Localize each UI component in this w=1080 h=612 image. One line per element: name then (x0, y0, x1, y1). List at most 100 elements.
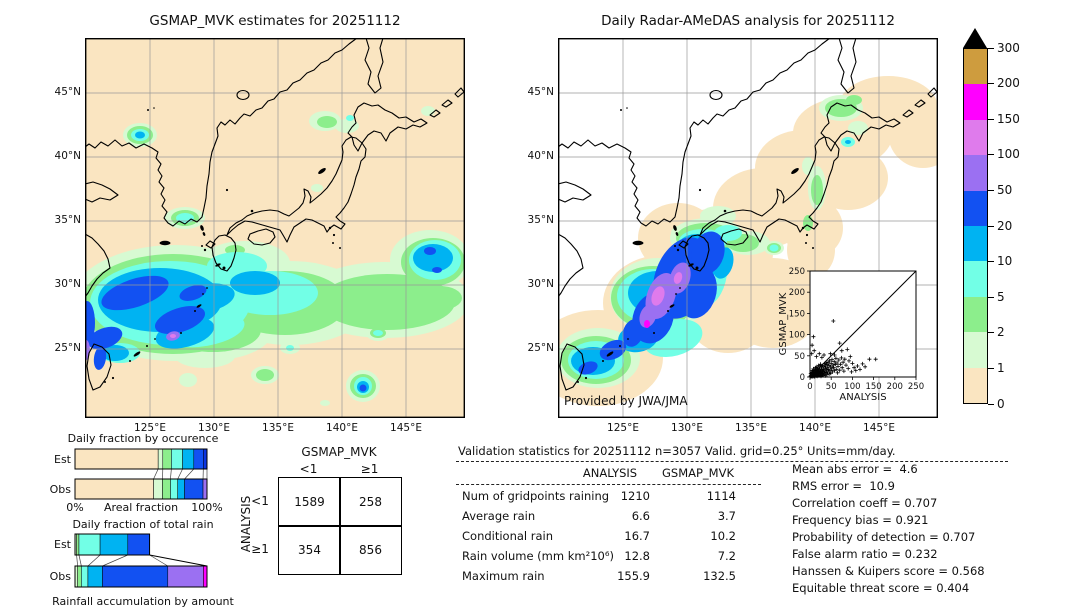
metric-line: Mean abs error = 4.6 (792, 462, 918, 476)
colorbar-tick (988, 332, 994, 334)
metric-label: Frequency bias = (792, 513, 892, 527)
lon-tick-label: 145°E (863, 422, 895, 434)
areal-fraction-axis-label: Areal fraction (104, 501, 178, 514)
lon-tick-label: 125°E (607, 422, 639, 434)
validation-analysis-value: 16.7 (624, 529, 650, 543)
svg-text:100: 100 (789, 331, 805, 341)
colorbar-segment (964, 49, 987, 85)
right-map-title: Daily Radar-AMeDAS analysis for 20251112 (601, 13, 895, 29)
validation-row-label: Average rain (462, 509, 536, 523)
metric-line: Probability of detection = 0.707 (792, 530, 976, 544)
lon-tick-label: 140°E (326, 422, 358, 434)
inset-xlabel: ANALYSIS (839, 392, 886, 403)
contingency-box: 1589 258 354 856 (278, 477, 402, 575)
svg-text:250: 250 (789, 267, 805, 277)
metric-value: 0.707 (942, 530, 976, 544)
areal-fraction-max: 100% (191, 501, 222, 514)
metric-label: Probability of detection = (792, 530, 939, 544)
svg-text:250: 250 (908, 382, 924, 392)
lat-tick-label: 35°N (54, 214, 81, 226)
contingency-row-header-ge1: ≥1 (251, 542, 269, 556)
areal-fraction-min: 0% (66, 501, 83, 514)
lon-tick-label: 145°E (390, 422, 422, 434)
colorbar-segment (964, 261, 987, 297)
colorbar-tick (988, 83, 994, 85)
validation-row-label: Rain volume (mm km²10⁶) (462, 549, 614, 563)
colorbar-tick (988, 367, 994, 370)
metric-value: 0.921 (895, 513, 929, 527)
validation-analysis-value: 12.8 (624, 549, 650, 563)
metric-line: Correlation coeff = 0.707 (792, 496, 938, 510)
validation-analysis-value: 1210 (620, 489, 650, 503)
metric-line: Frequency bias = 0.921 (792, 513, 929, 527)
lat-tick-label: 25°N (54, 342, 81, 354)
metric-line: RMS error = 10.9 (792, 479, 895, 493)
svg-text:150: 150 (789, 309, 805, 319)
lat-tick-label: 40°N (54, 150, 81, 162)
contingency-cell-11: 856 (359, 543, 382, 557)
lat-tick-label: 35°N (527, 214, 554, 226)
colorbar-segment (964, 296, 987, 333)
metric-value: 0.232 (904, 547, 938, 561)
lat-tick-label: 45°N (527, 86, 554, 98)
colorbar: 300 200 150 100 50 20 10 5 2 1 0 (961, 28, 1076, 423)
lat-tick-label: 30°N (527, 278, 554, 290)
left-map-title: GSMAP_MVK estimates for 20251112 (149, 13, 401, 29)
left-map-frame (85, 38, 465, 418)
metric-label: Mean abs error = (792, 462, 893, 476)
total-rain-est-label: Est (54, 538, 72, 551)
colorbar-segment (964, 332, 987, 368)
colorbar-tick (988, 225, 994, 227)
svg-text:50: 50 (794, 352, 805, 362)
colorbar-segment (964, 225, 987, 262)
validation-gsmap-value: 3.7 (717, 509, 736, 523)
total-rain-bars (74, 533, 208, 588)
validation-col-analysis: ANALYSIS (582, 466, 638, 480)
metric-line: Equitable threat score = 0.404 (792, 581, 970, 595)
lon-tick-label: 130°E (671, 422, 703, 434)
validation-row-label: Maximum rain (462, 569, 545, 583)
contingency-title: GSMAP_MVK (301, 445, 377, 459)
metric-label: False alarm ratio = (792, 547, 902, 561)
validation-row-label: Conditional rain (462, 529, 554, 543)
colorbar-segment (964, 367, 987, 403)
inset-axis-ticks: 00 50 50 100 100 150 150 200 200 250 250 (789, 267, 924, 392)
svg-text:0: 0 (807, 382, 812, 392)
occurrence-est-label: Est (54, 453, 72, 466)
colorbar-bar (963, 48, 988, 404)
metric-label: Correlation coeff = (792, 496, 901, 510)
colorbar-segment (964, 119, 987, 156)
contingency-col-header-lt1: <1 (299, 462, 318, 476)
lon-tick-label: 125°E (134, 422, 166, 434)
metric-line: Hanssen & Kuipers score = 0.568 (792, 564, 985, 578)
rainfall-accumulation-label: Rainfall accumulation by amount (52, 595, 234, 608)
lat-tick-label: 30°N (54, 278, 81, 290)
right-precipitation-field (558, 76, 938, 406)
contingency-cell-01: 258 (359, 495, 382, 509)
validation-gsmap-value: 7.2 (717, 549, 736, 563)
occurrence-obs-label: Obs (50, 483, 72, 496)
gsmap-estimate-map (85, 38, 465, 418)
occurrence-chart-title: Daily fraction by occurence (68, 432, 219, 445)
colorbar-over-arrow (963, 28, 987, 48)
colorbar-tick-label: 10 (997, 254, 1013, 269)
metric-value: 0.568 (951, 564, 985, 578)
lon-tick-label: 140°E (799, 422, 831, 434)
colorbar-tick (988, 118, 994, 120)
metric-value: 0.707 (904, 496, 938, 510)
validation-gsmap-value: 1114 (706, 489, 736, 503)
metric-value: 4.6 (899, 462, 918, 476)
colorbar-tick-label: 200 (997, 76, 1020, 91)
metric-line: False alarm ratio = 0.232 (792, 547, 938, 561)
lon-tick-label: 135°E (262, 422, 294, 434)
lon-tick-label: 130°E (198, 422, 230, 434)
metric-value: 10.9 (869, 479, 895, 493)
validation-row-label: Num of gridpoints raining (462, 489, 610, 503)
validation-col-gsmap: GSMAP_MVK (661, 466, 734, 480)
colorbar-tick-label: 1 (997, 360, 1005, 375)
validation-gsmap-value: 132.5 (703, 569, 736, 583)
metric-value: 0.404 (936, 581, 970, 595)
lat-tick-label: 45°N (54, 86, 81, 98)
